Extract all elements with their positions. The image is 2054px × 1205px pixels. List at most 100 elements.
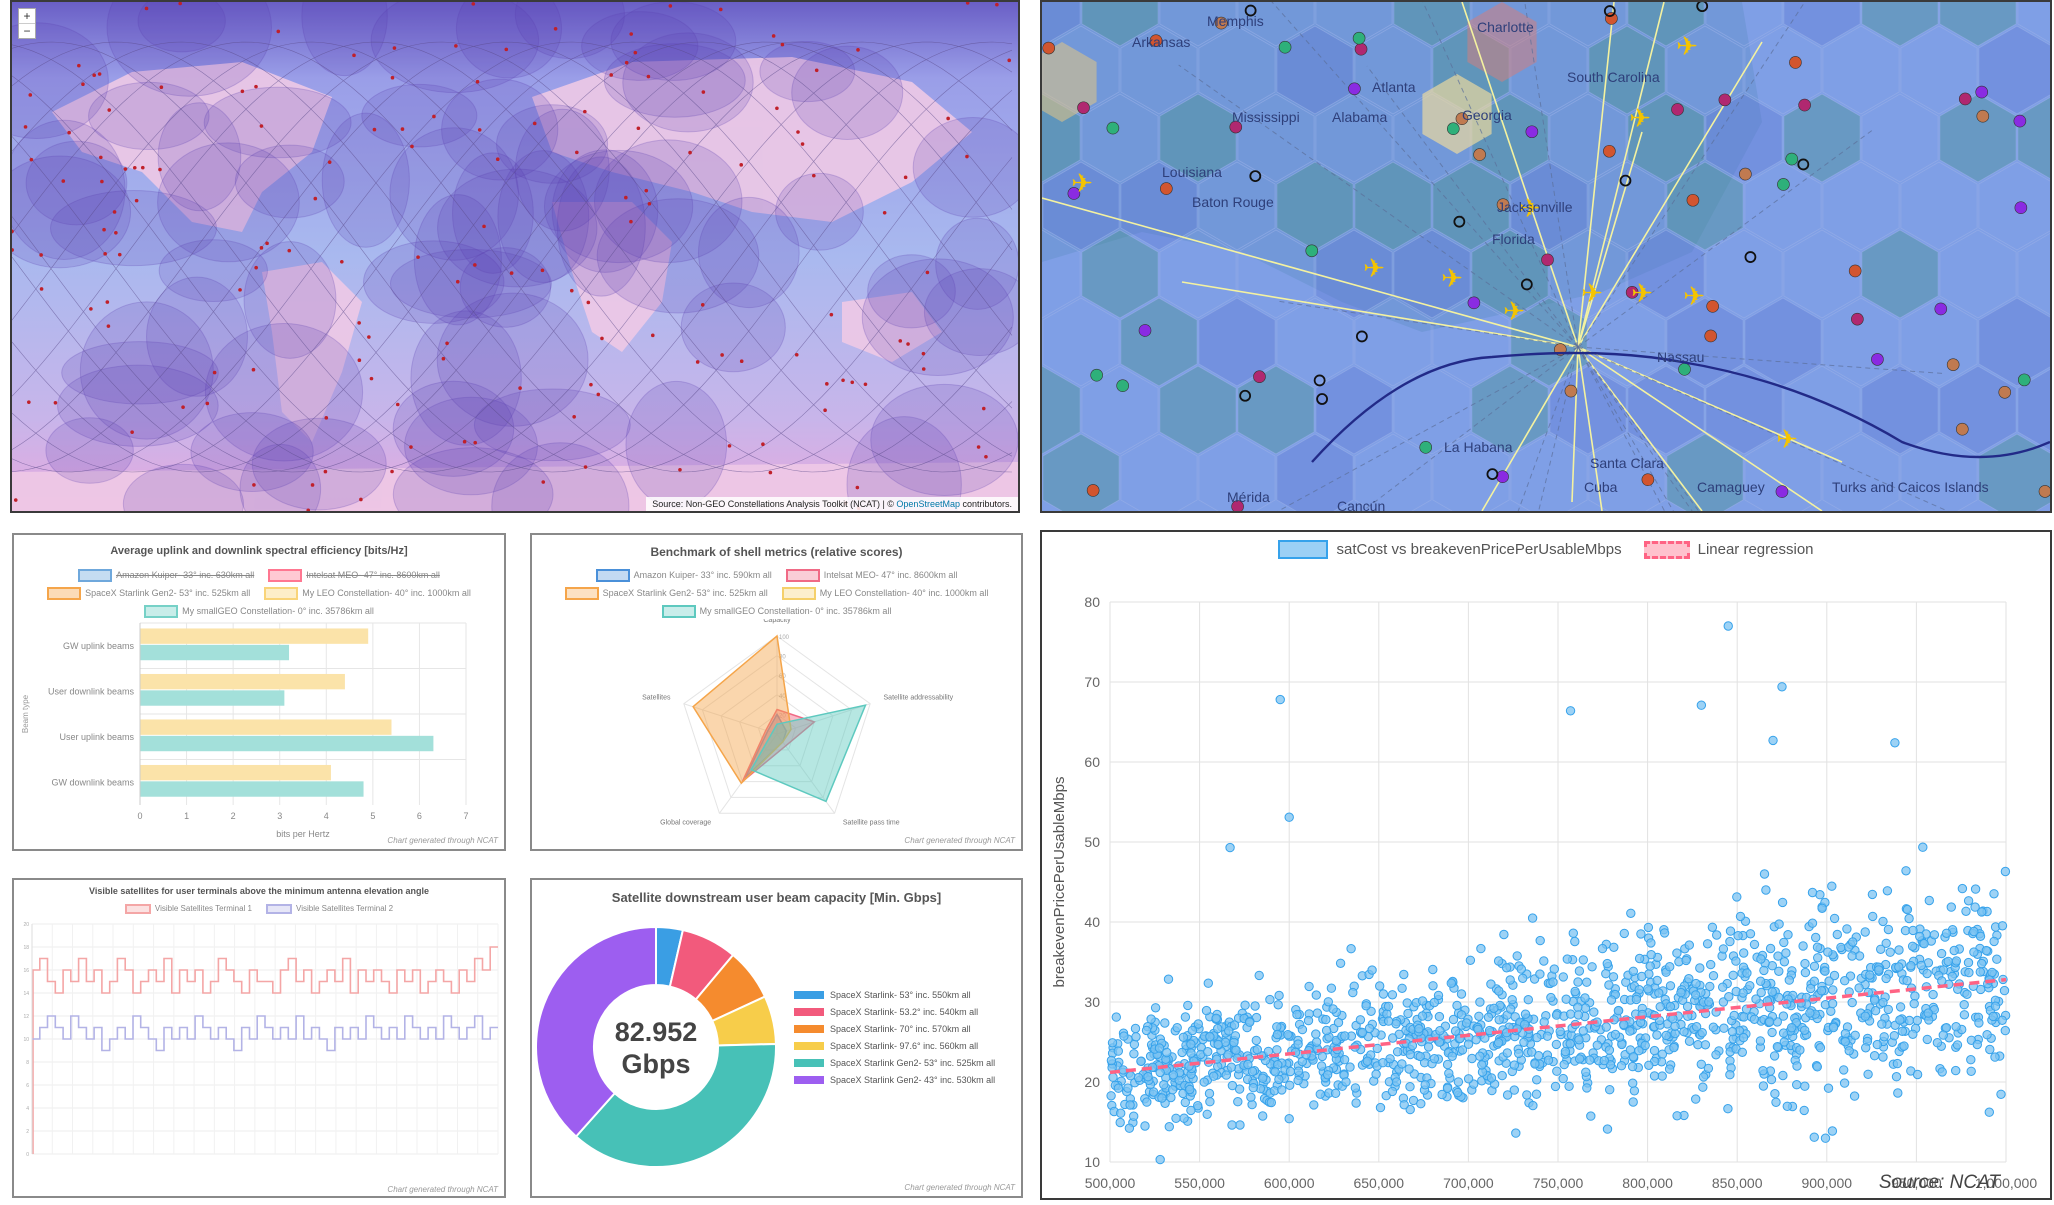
satellite-dot bbox=[482, 224, 486, 229]
satellite-dot bbox=[455, 279, 460, 284]
scatter-point bbox=[1784, 975, 1794, 985]
spectral-legend-item[interactable]: SpaceX Starlink Gen2- 53° inc. 525km all bbox=[47, 587, 250, 600]
regional-link-map[interactable]: ✈ ✈ ✈ ✈ ✈ ✈ ✈ ✈ ✈ ✈ ✈ Memphis Arkansas Charlotte Sout… bbox=[1040, 0, 2052, 513]
gateway-marker bbox=[1998, 385, 2012, 399]
scatter-point bbox=[1493, 956, 1504, 966]
beam-footprint bbox=[556, 156, 646, 297]
beam-footprint bbox=[413, 194, 502, 326]
radar-legend-item[interactable]: My LEO Constellation- 40° inc. 1000km al… bbox=[781, 587, 988, 600]
donut-legend-item[interactable]: SpaceX Starlink- 70° inc. 570km all bbox=[794, 1020, 995, 1037]
terminal-marker bbox=[1696, 2, 1709, 13]
coverage-hexagon bbox=[1159, 365, 1237, 455]
satellite-dot bbox=[100, 179, 104, 184]
terminal-marker bbox=[1453, 215, 1466, 228]
world-map-canvas[interactable] bbox=[12, 2, 1018, 511]
openstreetmap-link[interactable]: OpenStreetMap bbox=[896, 499, 960, 509]
gateway-marker bbox=[1789, 56, 1802, 69]
visible-legend-item[interactable]: Visible Satellites Terminal 2 bbox=[266, 904, 393, 914]
scatter-point bbox=[1285, 1066, 1296, 1077]
beam-capacity-donut-chart: Satellite downstream user beam capacity … bbox=[530, 878, 1023, 1198]
radar-legend-item[interactable]: Intelsat MEO- 47° inc. 8600km all bbox=[785, 569, 957, 582]
scatter-point bbox=[1549, 964, 1559, 974]
gateway-marker bbox=[1777, 178, 1790, 191]
scatter-point bbox=[1456, 1010, 1467, 1020]
coverage-hexagon bbox=[1081, 2, 1159, 47]
gateway-marker bbox=[1253, 370, 1266, 384]
donut-legend-item[interactable]: SpaceX Starlink Gen2- 43° inc. 530km all bbox=[794, 1071, 995, 1088]
scatter-point bbox=[1657, 1071, 1667, 1081]
zoom-in-button[interactable]: + bbox=[19, 9, 35, 24]
scatter-point bbox=[1552, 1066, 1562, 1076]
coverage-hexagon bbox=[1042, 365, 1081, 455]
visible-legend-item[interactable]: Visible Satellites Terminal 1 bbox=[124, 904, 252, 914]
spectral-legend-item[interactable]: Intelsat MEO- 47° inc. 8600km all bbox=[268, 569, 440, 582]
donut-legend-item[interactable]: SpaceX Starlink- 97.6° inc. 560km all bbox=[794, 1037, 995, 1054]
scatter-point bbox=[1988, 1011, 1998, 1022]
spectral-legend-item[interactable]: My smallGEO Constellation- 0° inc. 35786… bbox=[144, 605, 374, 618]
donut-legend-item[interactable]: SpaceX Starlink Gen2- 53° inc. 525km all bbox=[794, 1054, 995, 1071]
spectral-x-tick: 2 bbox=[231, 811, 236, 821]
dashed-link bbox=[1517, 346, 1579, 511]
scatter-point bbox=[1815, 1043, 1826, 1053]
scatter-point bbox=[1213, 1023, 1223, 1034]
spectral-legend-swatch bbox=[78, 569, 113, 582]
scatter-point bbox=[1895, 1002, 1906, 1012]
coverage-hexagon bbox=[1315, 2, 1393, 47]
beam-footprint bbox=[146, 276, 248, 397]
spectral-legend-item[interactable]: Amazon Kuiper- 33° inc. 630km all bbox=[78, 569, 254, 582]
scatter-point bbox=[1756, 954, 1766, 964]
scatter-point bbox=[1861, 1043, 1871, 1053]
scatter-point bbox=[1704, 997, 1714, 1007]
satellite-dot bbox=[238, 288, 242, 292]
radar-legend-item[interactable]: My smallGEO Constellation- 0° inc. 35786… bbox=[661, 605, 891, 618]
scatter-point bbox=[1146, 1014, 1156, 1024]
donut-legend-item[interactable]: SpaceX Starlink- 53.2° inc. 540km all bbox=[794, 1003, 995, 1020]
scatter-point bbox=[1328, 1004, 1338, 1014]
scatter-point bbox=[1691, 978, 1701, 989]
donut-slice bbox=[574, 1042, 777, 1168]
dashed-link bbox=[1271, 2, 1579, 348]
satellite-dot bbox=[357, 358, 362, 362]
satellite-dot bbox=[97, 72, 102, 76]
scatter-point bbox=[1781, 948, 1791, 958]
radar-legend-item[interactable]: Amazon Kuiper- 33° inc. 590km all bbox=[595, 569, 772, 582]
coverage-hexagon bbox=[1081, 93, 1159, 183]
ground-track-line bbox=[12, 41, 1013, 473]
satellite-dot bbox=[251, 367, 256, 372]
scatter-point bbox=[1203, 1047, 1213, 1057]
gateway-marker bbox=[2014, 201, 2028, 215]
coverage-hexagon bbox=[1939, 2, 2017, 47]
gateway-marker bbox=[1775, 485, 1789, 498]
scatter-y-tick: 10 bbox=[1084, 1154, 1100, 1170]
scatter-point bbox=[1684, 974, 1694, 984]
satellite-dot bbox=[313, 196, 318, 201]
zoom-out-button[interactable]: − bbox=[23, 24, 31, 38]
scatter-point bbox=[1922, 1034, 1932, 1045]
scatter-point bbox=[1303, 1015, 1314, 1026]
scatter-point bbox=[1258, 1073, 1268, 1083]
spectral-legend-item[interactable]: My LEO Constellation- 40° inc. 1000km al… bbox=[264, 587, 471, 600]
scatter-point bbox=[1227, 1120, 1237, 1130]
place-label: Cancún bbox=[1337, 498, 1385, 511]
scatter-legend-item[interactable]: Linear regression bbox=[1643, 540, 1814, 559]
scatter-legend-item[interactable]: satCost vs breakevenPricePerUsableMbps bbox=[1278, 540, 1622, 559]
scatter-point bbox=[1494, 1015, 1504, 1025]
gateway-marker bbox=[1641, 473, 1655, 486]
scatter-point bbox=[1570, 936, 1580, 947]
scatter-point bbox=[1982, 1030, 1992, 1040]
scatter-point bbox=[1404, 1064, 1414, 1074]
scatter-point bbox=[1494, 986, 1504, 996]
satellite-dot bbox=[829, 312, 834, 317]
scatter-point bbox=[1778, 1070, 1788, 1081]
scatter-point bbox=[1665, 1001, 1676, 1012]
coverage-hexagon bbox=[1705, 2, 1783, 47]
radar-legend-swatch bbox=[661, 605, 696, 618]
regional-map-canvas[interactable]: ✈ ✈ ✈ ✈ ✈ ✈ ✈ ✈ ✈ ✈ ✈ Memphis Arkansas Charlotte Sout… bbox=[1042, 2, 2050, 511]
world-coverage-map[interactable]: + − Source: Non-GEO Constellations Analy… bbox=[10, 0, 1020, 513]
satellite-dot bbox=[106, 324, 111, 328]
radar-legend-item[interactable]: SpaceX Starlink Gen2- 53° inc. 525km all bbox=[564, 587, 768, 600]
scatter-point bbox=[1828, 1022, 1839, 1033]
donut-legend-item[interactable]: SpaceX Starlink- 53° inc. 550km all bbox=[794, 986, 995, 1003]
scatter-point bbox=[1180, 1012, 1191, 1022]
scatter-point bbox=[1870, 1006, 1881, 1016]
